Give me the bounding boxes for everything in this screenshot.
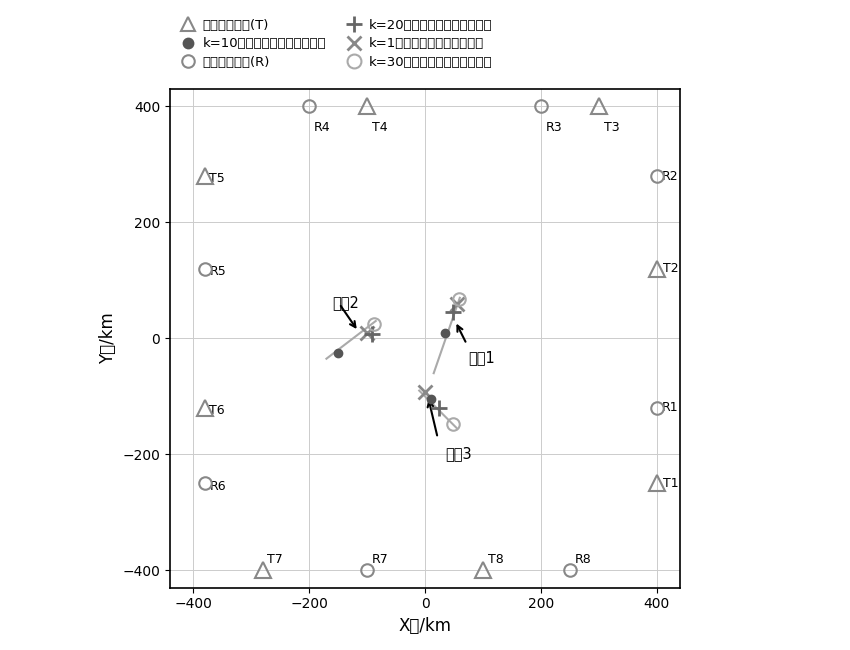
Text: R8: R8 bbox=[575, 552, 592, 566]
Text: R4: R4 bbox=[314, 121, 331, 134]
Text: R1: R1 bbox=[661, 402, 678, 415]
Text: R3: R3 bbox=[546, 121, 562, 134]
Text: R7: R7 bbox=[371, 552, 388, 566]
Text: 目朇3: 目朇3 bbox=[445, 446, 472, 461]
Text: R2: R2 bbox=[661, 170, 678, 183]
Text: R6: R6 bbox=[209, 480, 226, 493]
Text: T3: T3 bbox=[604, 121, 619, 134]
Text: 目朇1: 目朇1 bbox=[468, 350, 496, 365]
Text: 目朇2: 目朇2 bbox=[332, 295, 359, 310]
Text: T6: T6 bbox=[209, 404, 225, 417]
Text: T1: T1 bbox=[663, 477, 678, 490]
Text: T8: T8 bbox=[488, 552, 503, 566]
Text: T7: T7 bbox=[267, 552, 283, 566]
Legend: 雷达发射节点(T), k=10时跟踪精度最差目标位置, 雷达接收节点(R), k=20时跟踪精度最差目标位置, k=1时跟踪精度最差目标位置, k=30时跟踪精: 雷达发射节点(T), k=10时跟踪精度最差目标位置, 雷达接收节点(R), k… bbox=[177, 15, 496, 73]
X-axis label: X轴/km: X轴/km bbox=[399, 617, 451, 635]
Text: T5: T5 bbox=[209, 172, 225, 185]
Y-axis label: Y轴/km: Y轴/km bbox=[99, 313, 116, 364]
Text: R5: R5 bbox=[209, 265, 226, 278]
Text: T2: T2 bbox=[663, 263, 678, 276]
Text: T4: T4 bbox=[371, 121, 388, 134]
